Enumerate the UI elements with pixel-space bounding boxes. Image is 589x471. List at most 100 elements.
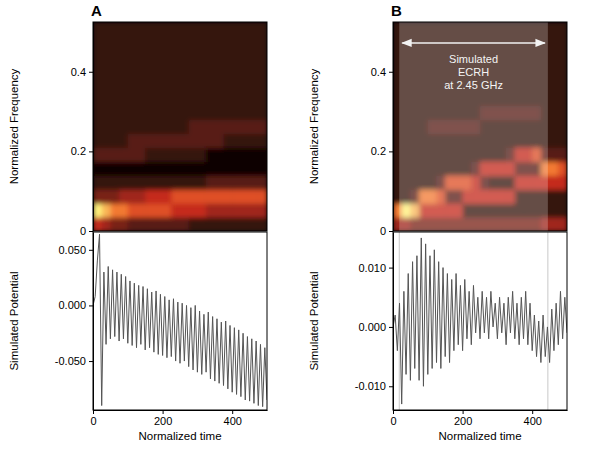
heatmap-cell: [215, 120, 224, 135]
heatmap-cell: [558, 50, 567, 65]
heatmap-cell: [93, 92, 102, 107]
heatmap-cell: [215, 217, 224, 231]
heatmap-cell: [206, 161, 215, 176]
heatmap-plot: [393, 22, 567, 231]
heatmap-cell: [128, 120, 137, 135]
heatmap-cell: [197, 175, 206, 190]
heatmap-cell: [206, 50, 215, 65]
heatmap-cell: [102, 106, 111, 121]
heatmap-cell: [232, 161, 241, 176]
heatmap-cell: [110, 36, 119, 51]
heatmap-cell: [215, 78, 224, 93]
panel-letter: A: [91, 2, 102, 19]
heatmap-cell: [197, 133, 206, 148]
tick: 0.010: [358, 262, 393, 274]
heatmap-cell: [119, 147, 128, 162]
tick-label: 0.4: [71, 66, 86, 78]
heatmap-cell: [93, 147, 102, 162]
axis-line: [393, 23, 394, 232]
tick-label: -0.050: [55, 355, 86, 367]
heatmap-cell: [128, 106, 137, 121]
heatmap-cell: [154, 217, 163, 231]
heatmap-cell: [93, 22, 102, 37]
tick: 0.4: [371, 66, 393, 78]
annotation-arrow: [402, 42, 545, 44]
heatmap-cell: [119, 22, 128, 37]
heatmap-cell: [206, 106, 215, 121]
heatmap-cell: [197, 120, 206, 135]
heatmap-cell: [241, 92, 250, 107]
heatmap-cell: [550, 147, 559, 162]
heatmap-cell: [163, 161, 172, 176]
heatmap-cell: [189, 147, 198, 162]
heatmap-cell: [197, 189, 206, 204]
heatmap-cell: [250, 36, 259, 51]
heatmap-cell: [145, 120, 154, 135]
heatmap-cell: [250, 50, 259, 65]
heatmap-cell: [110, 78, 119, 93]
tick-label: -0.010: [355, 380, 386, 392]
y-axis: 0.010 0.000 -0.010: [355, 233, 394, 411]
heatmap-cell: [145, 64, 154, 79]
figure: 00.20.4Normalized FrequencyA0.0500.000-0…: [0, 0, 589, 471]
heatmap-cell: [250, 92, 259, 107]
heatmap-cell: [137, 161, 146, 176]
heatmap-cell: [154, 22, 163, 37]
heatmap-plot: [93, 22, 267, 231]
heatmap-cell: [197, 64, 206, 79]
heatmap-cell: [93, 203, 102, 218]
panel-letter: B: [391, 2, 402, 19]
heatmap-cell: [232, 22, 241, 37]
tick: 400: [224, 410, 242, 427]
tick: 0: [380, 225, 393, 237]
heatmap-cell: [137, 133, 146, 148]
heatmap-cell: [258, 217, 267, 231]
heatmap-cells: [393, 22, 567, 231]
heatmap-cell: [550, 106, 559, 121]
tick-label: 0: [380, 225, 386, 237]
heatmap-cell: [163, 64, 172, 79]
heatmap-cell: [102, 22, 111, 37]
heatmap-cell: [110, 22, 119, 37]
heatmap-cell: [137, 22, 146, 37]
heatmap-cell: [137, 147, 146, 162]
heatmap-cell: [250, 175, 259, 190]
heatmap-cell: [180, 161, 189, 176]
tick: 200: [454, 410, 472, 427]
heatmap-cell: [558, 189, 567, 204]
y-axis: 00.20.4: [71, 23, 94, 238]
heatmap-cell: [110, 50, 119, 65]
heatmap-cell: [102, 50, 111, 65]
heatmap-cell: [145, 22, 154, 37]
heatmap-cell: [145, 106, 154, 121]
heatmap-cell: [224, 133, 233, 148]
heatmap-cell: [163, 78, 172, 93]
heatmap-cell: [232, 133, 241, 148]
heatmap-cell: [232, 175, 241, 190]
heatmap-cell: [154, 106, 163, 121]
heatmap-cell: [189, 189, 198, 204]
tick: 200: [154, 410, 172, 427]
tick-label: 400: [224, 415, 242, 427]
tick-mark: [393, 410, 394, 414]
heatmap-cell: [93, 161, 102, 176]
tick-label: 0.000: [358, 321, 386, 333]
heatmap-cell: [224, 22, 233, 37]
heatmap-cell: [206, 92, 215, 107]
heatmap-cell: [241, 64, 250, 79]
heatmap-cell: [241, 106, 250, 121]
heatmap-cell: [550, 92, 559, 107]
tick-mark: [389, 72, 393, 73]
heatmap-cell: [241, 189, 250, 204]
tick: 400: [524, 410, 542, 427]
heatmap-cell: [197, 161, 206, 176]
axis-title: Simulated Potential: [308, 271, 320, 370]
heatmap-cell: [154, 64, 163, 79]
axis-line: [394, 410, 568, 411]
heatmap-cell: [206, 22, 215, 37]
heatmap-cell: [163, 120, 172, 135]
tick-mark: [163, 410, 164, 414]
heatmap-cell: [110, 217, 119, 231]
heatmap-cell: [206, 133, 215, 148]
heatmap-cell: [215, 175, 224, 190]
